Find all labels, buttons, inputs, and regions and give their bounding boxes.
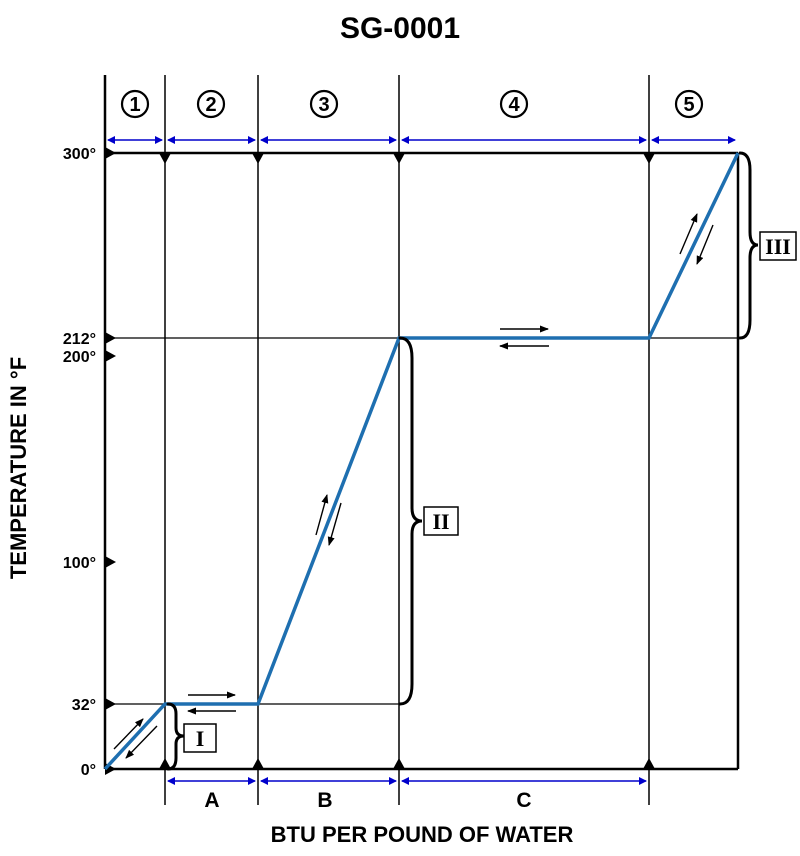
range-label-ii: II	[432, 509, 449, 534]
zone-label-3: 3	[318, 94, 329, 116]
zone-1-cooling-arrow	[125, 725, 158, 759]
top-marker-1	[159, 153, 171, 164]
segment-label-b: B	[317, 789, 332, 812]
zone-circle-2	[196, 89, 226, 119]
segment-label-c: C	[516, 789, 531, 812]
zone-1-heating-arrow	[113, 718, 144, 750]
bottom-marker-4	[643, 758, 655, 769]
tick-label-100: 100°	[63, 555, 96, 572]
bottom-marker-2	[252, 758, 264, 769]
range-label-iii: III	[765, 234, 791, 259]
range-labels: I II III	[183, 231, 797, 753]
range-box-ii	[423, 506, 459, 536]
heating-curve	[103, 152, 740, 771]
bottom-marker-3	[393, 758, 405, 769]
range-box-iii	[759, 231, 797, 261]
range-label-i: I	[196, 726, 205, 751]
tick-marker-32	[105, 698, 116, 710]
tick-marker-100	[105, 556, 116, 568]
tick-label-300: 300°	[63, 146, 96, 163]
zone-labels: 1 2 3 4 5	[120, 89, 704, 119]
brace-i	[166, 702, 185, 771]
direction-arrows	[113, 213, 714, 759]
tick-label-32: 32°	[72, 697, 96, 714]
zone-circle-5	[674, 89, 704, 119]
zone-circle-4	[499, 89, 529, 119]
tick-marker-200	[105, 350, 116, 362]
tick-markers	[105, 147, 655, 775]
zone-3-heating-arrow	[315, 494, 329, 536]
y-axis-title: TEMPERATURE IN °F	[6, 357, 31, 579]
top-marker-2	[252, 153, 264, 164]
diagram-title: SG-0001	[340, 12, 460, 45]
bottom-marker-1	[159, 758, 171, 769]
tick-label-200: 200°	[63, 349, 96, 366]
tick-marker-300	[105, 147, 116, 159]
zone-label-4: 4	[508, 94, 520, 116]
brace-iii	[738, 151, 759, 340]
grid-lines	[103, 75, 740, 805]
range-box-i	[183, 723, 217, 753]
top-marker-4	[643, 153, 655, 164]
zone-circle-3	[309, 89, 339, 119]
zone-label-5: 5	[683, 94, 694, 116]
segment-label-a: A	[204, 789, 219, 812]
x-axis-title: BTU PER POUND OF WATER	[271, 822, 574, 847]
tick-label-0: 0°	[81, 762, 96, 779]
zone-5-cooling-arrow	[696, 224, 714, 265]
zone-label-1: 1	[129, 94, 140, 116]
temperature-ticks: 0° 32° 100° 200° 212° 300°	[63, 146, 96, 779]
range-braces	[166, 151, 759, 771]
tick-label-212: 212°	[63, 331, 96, 348]
zone-5-heating-arrow	[679, 213, 698, 255]
top-marker-3	[393, 153, 405, 164]
zone-label-2: 2	[205, 94, 216, 116]
zone-circle-1	[120, 89, 150, 119]
brace-ii	[398, 336, 423, 706]
zone-3-cooling-arrow	[327, 502, 342, 546]
tick-marker-212	[105, 332, 116, 344]
